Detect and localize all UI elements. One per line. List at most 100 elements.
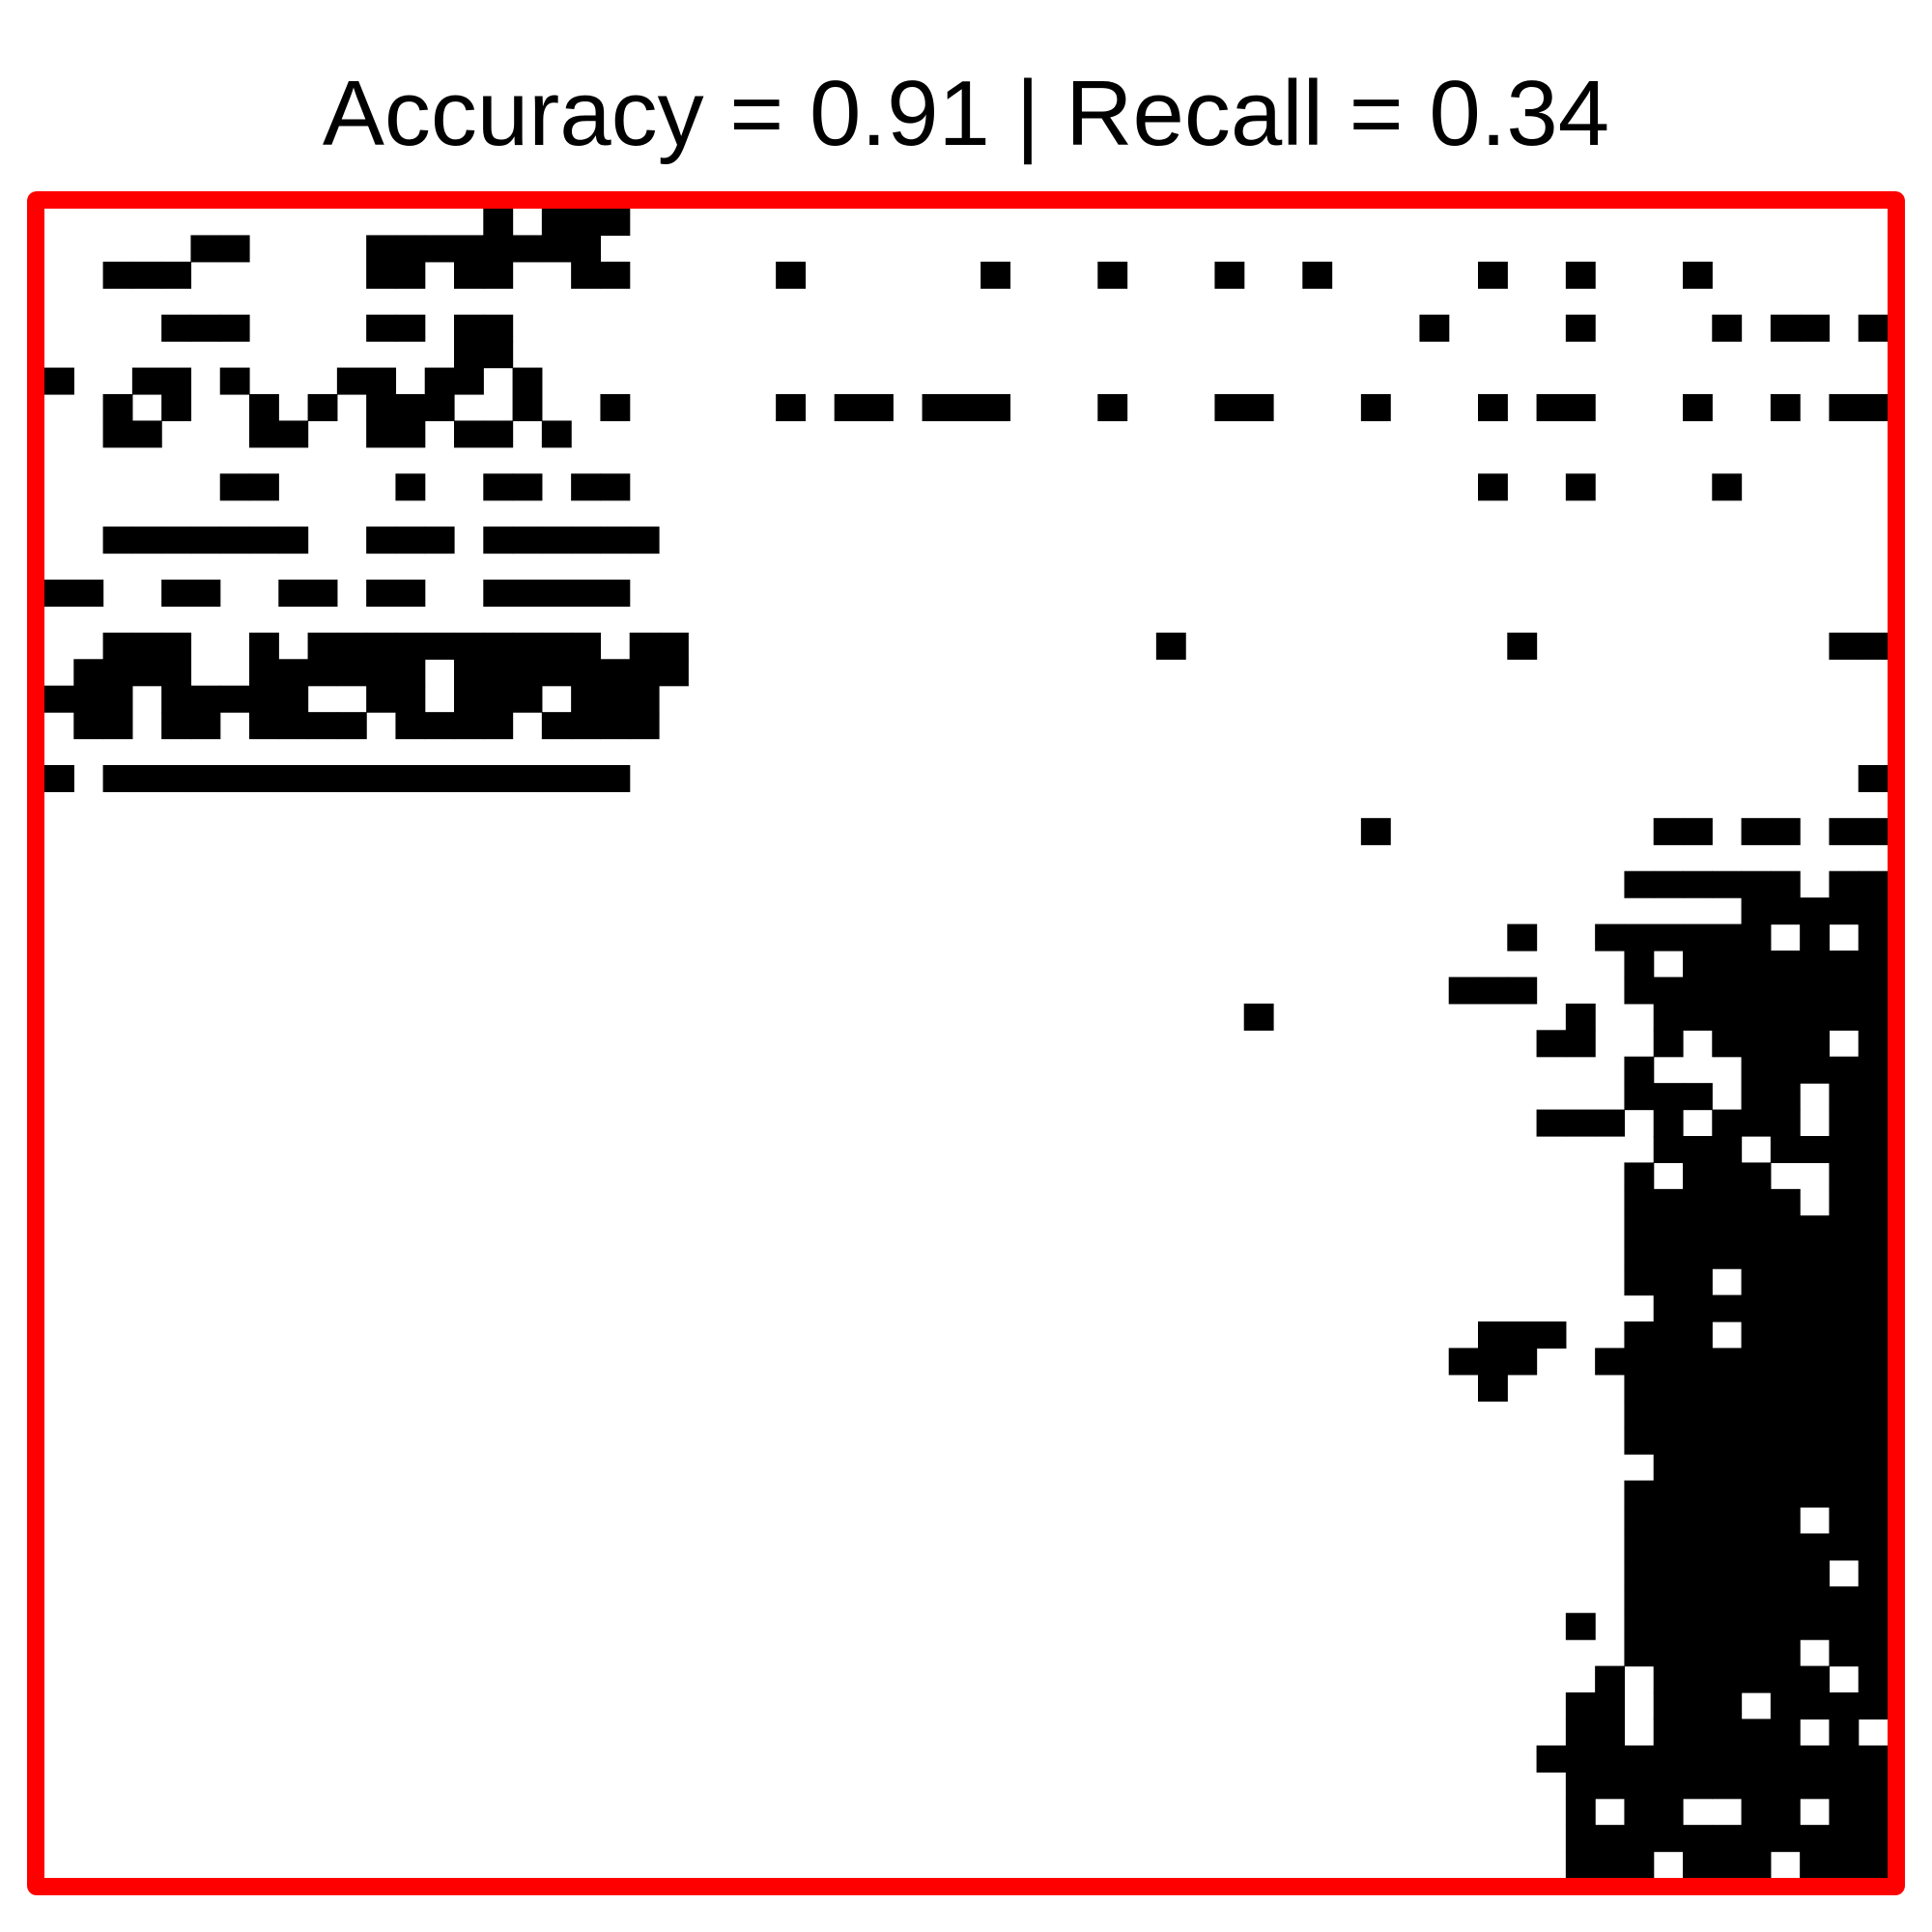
matrix-cell	[1770, 394, 1801, 422]
matrix-cell	[1624, 1507, 1655, 1535]
matrix-cell	[1683, 1083, 1713, 1111]
matrix-cell	[1683, 1136, 1713, 1164]
matrix-cell	[1624, 1586, 1655, 1614]
matrix-cell	[219, 235, 250, 263]
matrix-cell	[1800, 1348, 1831, 1376]
matrix-cell	[1800, 977, 1831, 1005]
matrix-cell	[1829, 1188, 1860, 1216]
matrix-cell	[571, 712, 602, 740]
matrix-cell	[161, 580, 192, 608]
matrix-cell	[1683, 394, 1713, 422]
matrix-cell	[1712, 1241, 1743, 1269]
matrix-cell	[1653, 1639, 1684, 1667]
matrix-cell	[541, 765, 572, 793]
matrix-cell	[1741, 1162, 1772, 1190]
matrix-cell	[1712, 1136, 1743, 1164]
matrix-cell	[336, 765, 367, 793]
matrix-cell	[1683, 977, 1713, 1005]
matrix-cell	[1770, 1559, 1801, 1587]
matrix-cell	[1478, 473, 1508, 501]
matrix-cell	[366, 394, 397, 422]
matrix-cell	[102, 765, 133, 793]
matrix-cell	[1653, 1109, 1684, 1137]
matrix-cell	[1741, 1559, 1772, 1587]
matrix-cell	[366, 314, 397, 342]
matrix-cell	[190, 314, 221, 342]
matrix-cell	[366, 526, 397, 554]
matrix-cell	[1858, 1056, 1888, 1084]
matrix-cell	[1712, 1745, 1743, 1773]
matrix-cell	[1800, 314, 1831, 342]
matrix-cell	[1800, 1745, 1831, 1773]
matrix-cell	[1770, 1109, 1801, 1137]
matrix-cell	[1565, 1003, 1596, 1031]
matrix-cell	[278, 526, 309, 554]
matrix-cell	[1770, 1401, 1801, 1429]
matrix-cell	[1829, 394, 1860, 422]
matrix-cell	[1683, 1215, 1713, 1243]
matrix-cell	[307, 712, 338, 740]
matrix-cell	[1741, 1533, 1772, 1561]
matrix-cell	[1683, 1162, 1713, 1190]
matrix-cell	[1770, 1427, 1801, 1455]
matrix-cell	[1683, 1586, 1713, 1614]
matrix-cell	[1858, 1136, 1888, 1164]
matrix-cell	[483, 765, 514, 793]
matrix-cell	[1858, 1507, 1888, 1535]
matrix-cell	[1419, 314, 1450, 342]
matrix-cell	[395, 526, 426, 554]
matrix-cell	[395, 394, 426, 422]
matrix-cell	[395, 712, 426, 740]
matrix-cell	[1653, 1772, 1684, 1800]
matrix-cell	[1624, 1268, 1655, 1296]
matrix-cell	[1858, 1559, 1888, 1587]
matrix-cell	[454, 685, 484, 713]
matrix-cell	[600, 261, 631, 289]
matrix-cell	[1741, 1639, 1772, 1667]
matrix-cell	[44, 580, 74, 608]
matrix-cell	[1624, 1348, 1655, 1376]
matrix-cell	[102, 261, 133, 289]
matrix-cell	[1214, 394, 1245, 422]
matrix-cell	[161, 765, 192, 793]
matrix-cell	[161, 314, 192, 342]
matrix-cell	[249, 526, 279, 554]
matrix-cell	[1683, 923, 1713, 952]
matrix-cell	[161, 394, 192, 422]
matrix-cell	[1712, 1109, 1743, 1137]
matrix-cell	[102, 394, 133, 422]
matrix-cell	[395, 659, 426, 687]
matrix-cell	[1858, 1162, 1888, 1190]
matrix-cell	[424, 765, 455, 793]
matrix-cell	[395, 685, 426, 713]
matrix-cell	[1858, 1294, 1888, 1322]
matrix-cell	[600, 685, 631, 713]
matrix-cell	[1712, 977, 1743, 1005]
matrix-cell	[307, 632, 338, 660]
matrix-cell	[424, 632, 455, 660]
matrix-cell	[1712, 1348, 1743, 1376]
matrix-cell	[512, 580, 543, 608]
matrix-cell	[1155, 632, 1186, 660]
matrix-cell	[1565, 1030, 1596, 1058]
matrix-cell	[571, 235, 602, 263]
matrix-cell	[1653, 1348, 1684, 1376]
matrix-cell	[1858, 1745, 1888, 1773]
matrix-cell	[1741, 1825, 1772, 1853]
matrix-cell	[1829, 1639, 1860, 1667]
matrix-cell	[1858, 765, 1888, 793]
matrix-cell	[1829, 1612, 1860, 1640]
matrix-cell	[1653, 923, 1684, 952]
matrix-cell	[483, 314, 514, 342]
matrix-cell	[1741, 1798, 1772, 1826]
matrix-cell	[1478, 1348, 1508, 1376]
matrix-cell	[629, 632, 660, 660]
matrix-cell	[1858, 817, 1888, 845]
matrix-cell	[307, 659, 338, 687]
matrix-cell	[1712, 1692, 1743, 1720]
matrix-cell	[1800, 1772, 1831, 1800]
matrix-cell	[1800, 1401, 1831, 1429]
matrix-cell	[1770, 1083, 1801, 1111]
matrix-cell	[1595, 1772, 1626, 1800]
matrix-cell	[336, 632, 367, 660]
